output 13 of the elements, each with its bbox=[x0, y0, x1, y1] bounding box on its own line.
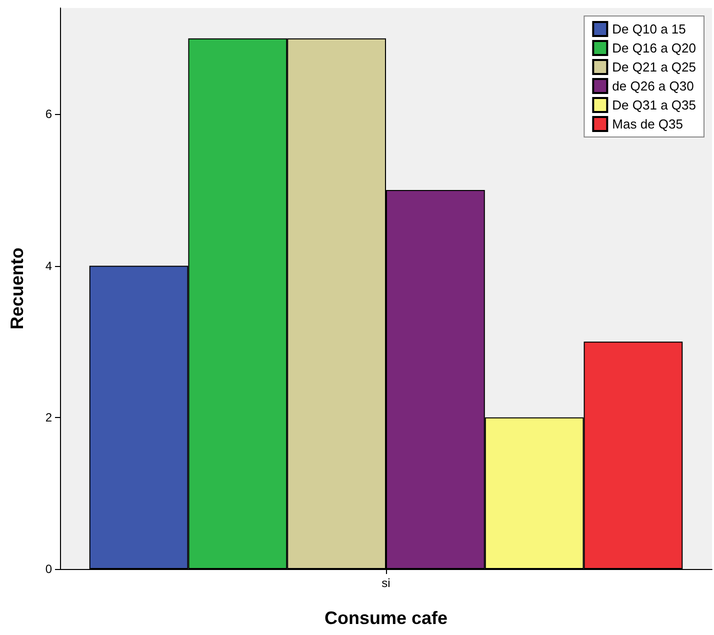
legend-label: Mas de Q35 bbox=[612, 116, 683, 132]
y-axis-title: Recuento bbox=[7, 247, 27, 330]
x-tick-label: si bbox=[382, 576, 390, 590]
y-tick-label: 0 bbox=[45, 562, 52, 576]
y-tick-label: 6 bbox=[45, 107, 52, 122]
legend-label: de Q26 a Q30 bbox=[612, 78, 694, 94]
y-tick-label: 4 bbox=[45, 258, 52, 273]
legend-label: De Q10 a 15 bbox=[612, 22, 686, 36]
legend-label: De Q21 a Q25 bbox=[612, 60, 696, 74]
legend-label: De Q16 a Q20 bbox=[612, 40, 696, 56]
y-tick-label: 2 bbox=[45, 410, 52, 424]
x-axis-title: Consume cafe bbox=[324, 608, 448, 628]
legend-label: De Q31 a Q35 bbox=[612, 98, 696, 112]
